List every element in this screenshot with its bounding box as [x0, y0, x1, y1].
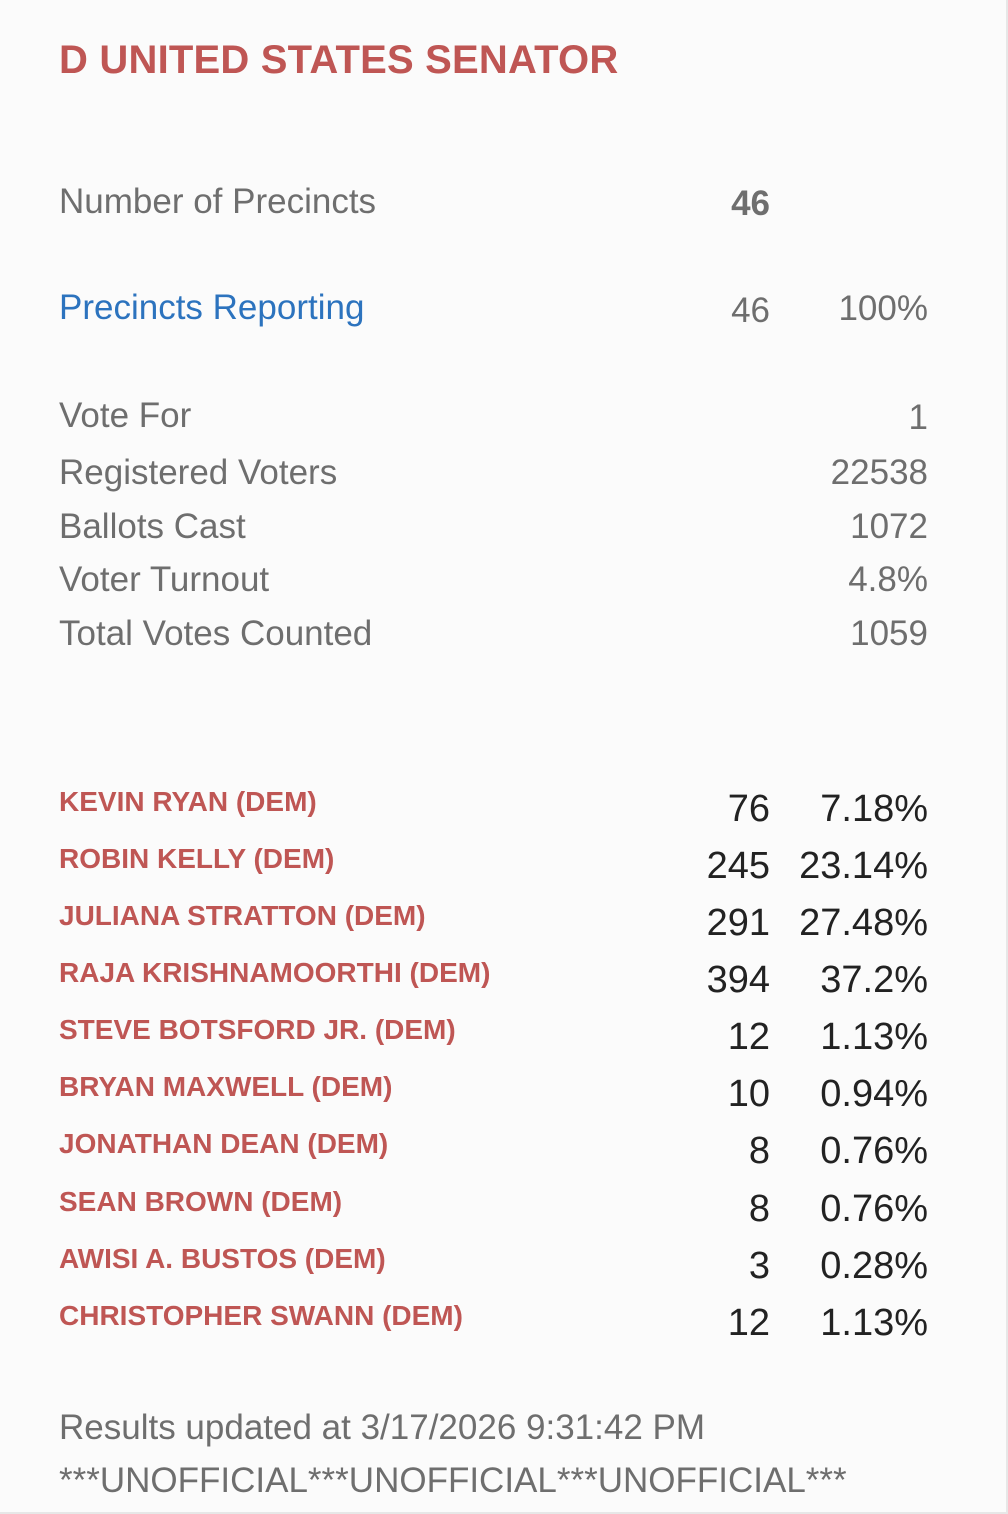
vote-for-value: 1 [908, 398, 928, 437]
candidate-percent: 37.2% [820, 959, 928, 1001]
candidate-votes: 8 [748, 1188, 770, 1230]
candidate-votes: 12 [727, 1016, 770, 1058]
candidate-name: STEVE BOTSFORD JR. (DEM) [59, 1014, 456, 1045]
candidate-percent: 27.48% [799, 902, 928, 944]
total-votes-counted-value: 1059 [850, 614, 928, 653]
candidate-name: ROBIN KELLY (DEM) [59, 843, 335, 874]
registered-voters-label: Registered Voters [59, 453, 338, 492]
precincts-reporting-link[interactable]: Precincts Reporting [59, 288, 365, 327]
results-updated-text: Results updated at 3/17/2026 9:31:42 PM [59, 1408, 706, 1447]
candidate-votes: 291 [706, 902, 770, 944]
voter-turnout-value: 4.8% [848, 560, 928, 599]
vote-for-label: Vote For [59, 396, 192, 435]
candidate-percent: 1.13% [820, 1302, 928, 1344]
precincts-reporting-value: 46 [731, 291, 770, 330]
candidate-votes: 394 [706, 959, 770, 1001]
candidate-name: JONATHAN DEAN (DEM) [59, 1128, 389, 1159]
total-votes-counted-label: Total Votes Counted [59, 614, 373, 653]
number-of-precincts-value: 46 [731, 184, 770, 223]
candidate-votes: 12 [727, 1302, 770, 1344]
candidate-votes: 8 [748, 1130, 770, 1172]
candidate-percent: 1.13% [820, 1016, 928, 1058]
candidate-name: BRYAN MAXWELL (DEM) [59, 1071, 393, 1102]
voter-turnout-label: Voter Turnout [59, 560, 270, 599]
ballots-cast-label: Ballots Cast [59, 507, 246, 546]
unofficial-banner: ***UNOFFICIAL***UNOFFICIAL***UNOFFICIAL*… [59, 1461, 847, 1500]
candidate-name: SEAN BROWN (DEM) [59, 1186, 343, 1217]
candidate-votes: 76 [727, 788, 770, 830]
candidate-name: KEVIN RYAN (DEM) [59, 786, 317, 817]
candidate-votes: 10 [727, 1073, 770, 1115]
candidate-percent: 0.94% [820, 1073, 928, 1115]
candidate-percent: 7.18% [820, 788, 928, 830]
candidate-votes: 245 [706, 845, 770, 887]
candidate-name: AWISI A. BUSTOS (DEM) [59, 1243, 386, 1274]
ballots-cast-value: 1072 [850, 507, 928, 546]
candidate-percent: 0.28% [820, 1245, 928, 1287]
number-of-precincts-label: Number of Precincts [59, 182, 377, 221]
contest-title: D UNITED STATES SENATOR [59, 38, 619, 82]
registered-voters-value: 22538 [830, 453, 928, 492]
candidate-name: CHRISTOPHER SWANN (DEM) [59, 1300, 463, 1331]
candidate-percent: 0.76% [820, 1188, 928, 1230]
candidate-percent: 23.14% [799, 845, 928, 887]
candidate-name: RAJA KRISHNAMOORTHI (DEM) [59, 957, 491, 988]
candidate-name: JULIANA STRATTON (DEM) [59, 900, 426, 931]
candidate-votes: 3 [748, 1245, 770, 1287]
candidate-percent: 0.76% [820, 1130, 928, 1172]
precincts-reporting-percent: 100% [838, 289, 928, 328]
